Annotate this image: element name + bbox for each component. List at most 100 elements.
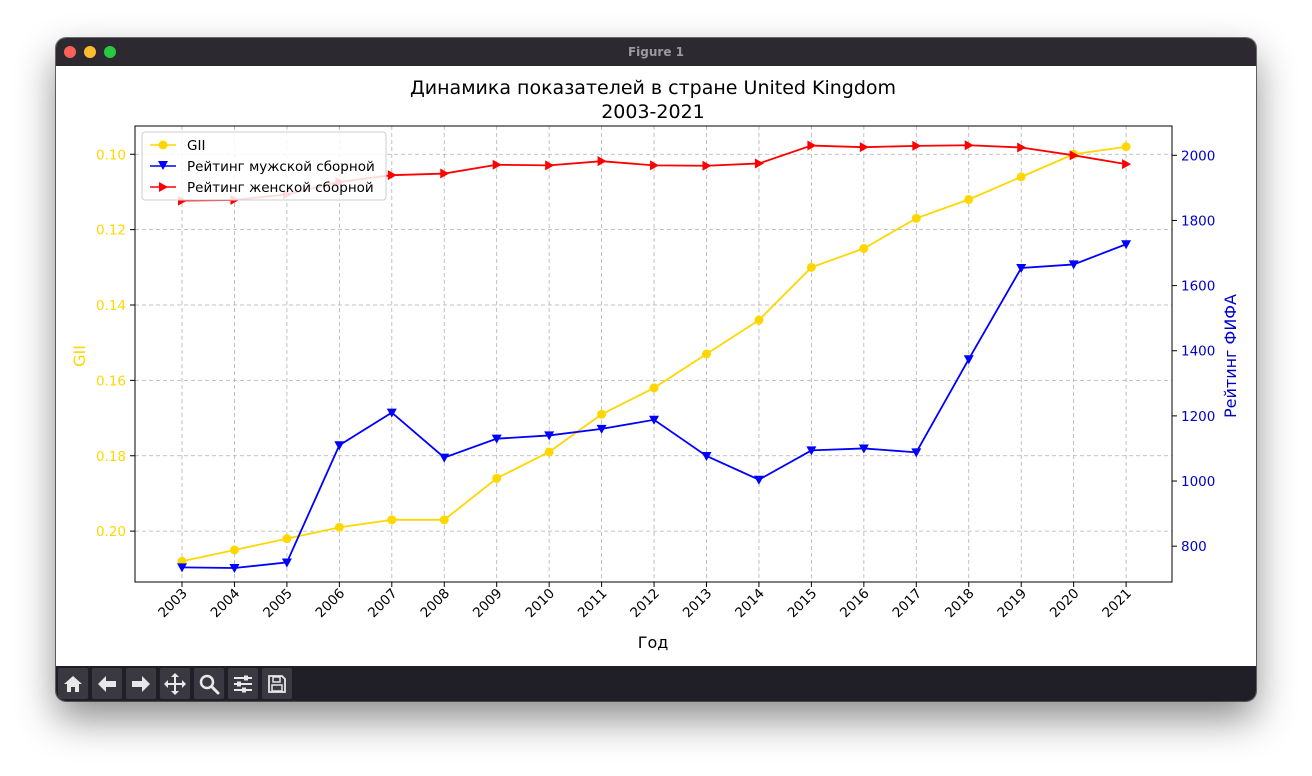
data-point-women xyxy=(964,140,974,151)
legend-label-gii: GII xyxy=(187,138,205,154)
series-men xyxy=(177,240,1132,573)
legend-label-men: Рейтинг мужской сборной xyxy=(187,159,375,175)
forward-button[interactable] xyxy=(126,668,156,699)
data-point-gii xyxy=(334,522,344,532)
data-point-women xyxy=(754,158,764,169)
x-axis-label: Год xyxy=(638,633,669,652)
data-point-men xyxy=(753,475,764,485)
data-point-men xyxy=(281,558,292,568)
x-tick-label: 2019 xyxy=(994,586,1030,622)
zoom-icon xyxy=(199,674,220,694)
x-tick-label: 2005 xyxy=(260,586,296,622)
data-point-gii xyxy=(911,213,921,223)
data-point-gii xyxy=(282,534,292,544)
pan-button[interactable] xyxy=(160,668,190,699)
legend: GII Рейтинг мужской сборной Рейтинг женс… xyxy=(141,131,387,201)
right-y-tick-label: 1000 xyxy=(1181,474,1215,490)
data-point-women xyxy=(1017,142,1027,153)
data-point-gii xyxy=(1016,172,1026,182)
data-point-women xyxy=(1069,150,1079,161)
left-y-tick-label: 0.18 xyxy=(96,449,126,465)
left-y-axis-label: GII xyxy=(70,345,89,367)
data-point-men xyxy=(858,444,869,454)
maximize-window-button[interactable] xyxy=(104,46,116,58)
data-point-gii xyxy=(859,243,869,253)
home-icon xyxy=(64,675,82,692)
save-button[interactable] xyxy=(262,668,292,699)
left-y-tick-label: 0.12 xyxy=(96,223,126,239)
data-point-gii xyxy=(492,473,502,483)
data-point-women xyxy=(387,170,397,181)
zoom-button[interactable] xyxy=(194,668,224,699)
data-point-men xyxy=(544,431,555,441)
data-point-men xyxy=(1016,264,1027,274)
x-tick-label: 2017 xyxy=(890,586,926,622)
data-point-women xyxy=(545,160,555,171)
x-tick-label: 2010 xyxy=(522,586,558,622)
data-point-women xyxy=(650,160,660,171)
axes-frame xyxy=(134,125,1173,583)
configure-subplots-button[interactable] xyxy=(228,668,258,699)
x-tick-label: 2003 xyxy=(155,586,191,622)
legend-item-men: Рейтинг мужской сборной xyxy=(150,159,375,175)
data-point-women xyxy=(912,140,922,151)
data-point-men xyxy=(649,415,660,425)
configure-subplots-icon xyxy=(234,675,252,692)
right-y-tick-label: 800 xyxy=(1181,539,1207,555)
data-point-women xyxy=(597,156,607,167)
data-point-gii xyxy=(964,194,974,204)
data-point-gii xyxy=(702,349,711,359)
right-y-tick-label: 1600 xyxy=(1181,279,1215,295)
x-tick-label: 2011 xyxy=(575,586,611,622)
data-point-women xyxy=(702,160,712,171)
data-point-men xyxy=(491,434,502,444)
data-point-gii xyxy=(806,262,816,272)
data-point-women xyxy=(859,142,869,153)
x-tick-label: 2008 xyxy=(417,586,453,622)
x-tick-label: 2007 xyxy=(365,586,401,622)
figure-window: Figure 1 2003 2004 2005 2006 2007 2008 2009 201… xyxy=(56,38,1256,701)
data-point-gii xyxy=(387,515,397,525)
chart: 2003 2004 2005 2006 2007 2008 2009 2010 2011 2012… xyxy=(70,77,1240,652)
data-point-gii xyxy=(544,447,554,457)
right-y-tick-label: 1400 xyxy=(1181,344,1215,360)
left-y-tick-label: 0.10 xyxy=(96,147,126,163)
x-tick-label: 2021 xyxy=(1099,586,1135,622)
right-y-axis-label: Рейтинг ФИФА xyxy=(1221,294,1240,418)
x-tick-label: 2012 xyxy=(627,586,663,622)
right-y-tick-label: 2000 xyxy=(1181,148,1215,164)
data-point-women xyxy=(1122,159,1132,170)
close-window-button[interactable] xyxy=(64,46,76,58)
legend-marker-women xyxy=(159,182,168,192)
legend-marker-men xyxy=(158,161,168,170)
x-tick-label: 2004 xyxy=(208,586,244,622)
chart-subtitle: 2003-2021 xyxy=(601,101,705,123)
x-tick-label: 2015 xyxy=(785,586,821,622)
x-tick-label: 2018 xyxy=(942,586,978,622)
x-tick-label: 2014 xyxy=(732,586,768,622)
x-tick-label: 2013 xyxy=(680,586,716,622)
data-point-men xyxy=(229,563,240,573)
left-y-tick-label: 0.20 xyxy=(96,524,126,540)
home-button[interactable] xyxy=(58,668,88,699)
plot-area: 2003 2004 2005 2006 2007 2008 2009 2010 2011 2012… xyxy=(56,66,1256,666)
forward-arrow-icon xyxy=(132,675,150,692)
data-point-men xyxy=(177,563,187,573)
data-point-women xyxy=(492,159,502,170)
back-button[interactable] xyxy=(92,668,122,699)
legend-item-gii: GII xyxy=(150,138,205,154)
x-tick-label: 2016 xyxy=(837,586,873,622)
save-icon xyxy=(268,674,286,693)
data-point-men xyxy=(596,424,607,434)
data-point-men xyxy=(1068,260,1079,270)
chart-title: Динамика показателей в стране United Kin… xyxy=(410,77,896,99)
data-point-men xyxy=(701,451,712,461)
minimize-window-button[interactable] xyxy=(84,46,96,58)
legend-label-women: Рейтинг женской сборной xyxy=(187,180,374,196)
navigation-toolbar xyxy=(56,666,1256,701)
data-point-women xyxy=(807,140,817,151)
legend-marker-gii xyxy=(158,140,168,150)
data-point-men xyxy=(386,408,397,418)
data-point-men xyxy=(439,453,450,463)
left-y-tick-label: 0.16 xyxy=(96,373,126,389)
